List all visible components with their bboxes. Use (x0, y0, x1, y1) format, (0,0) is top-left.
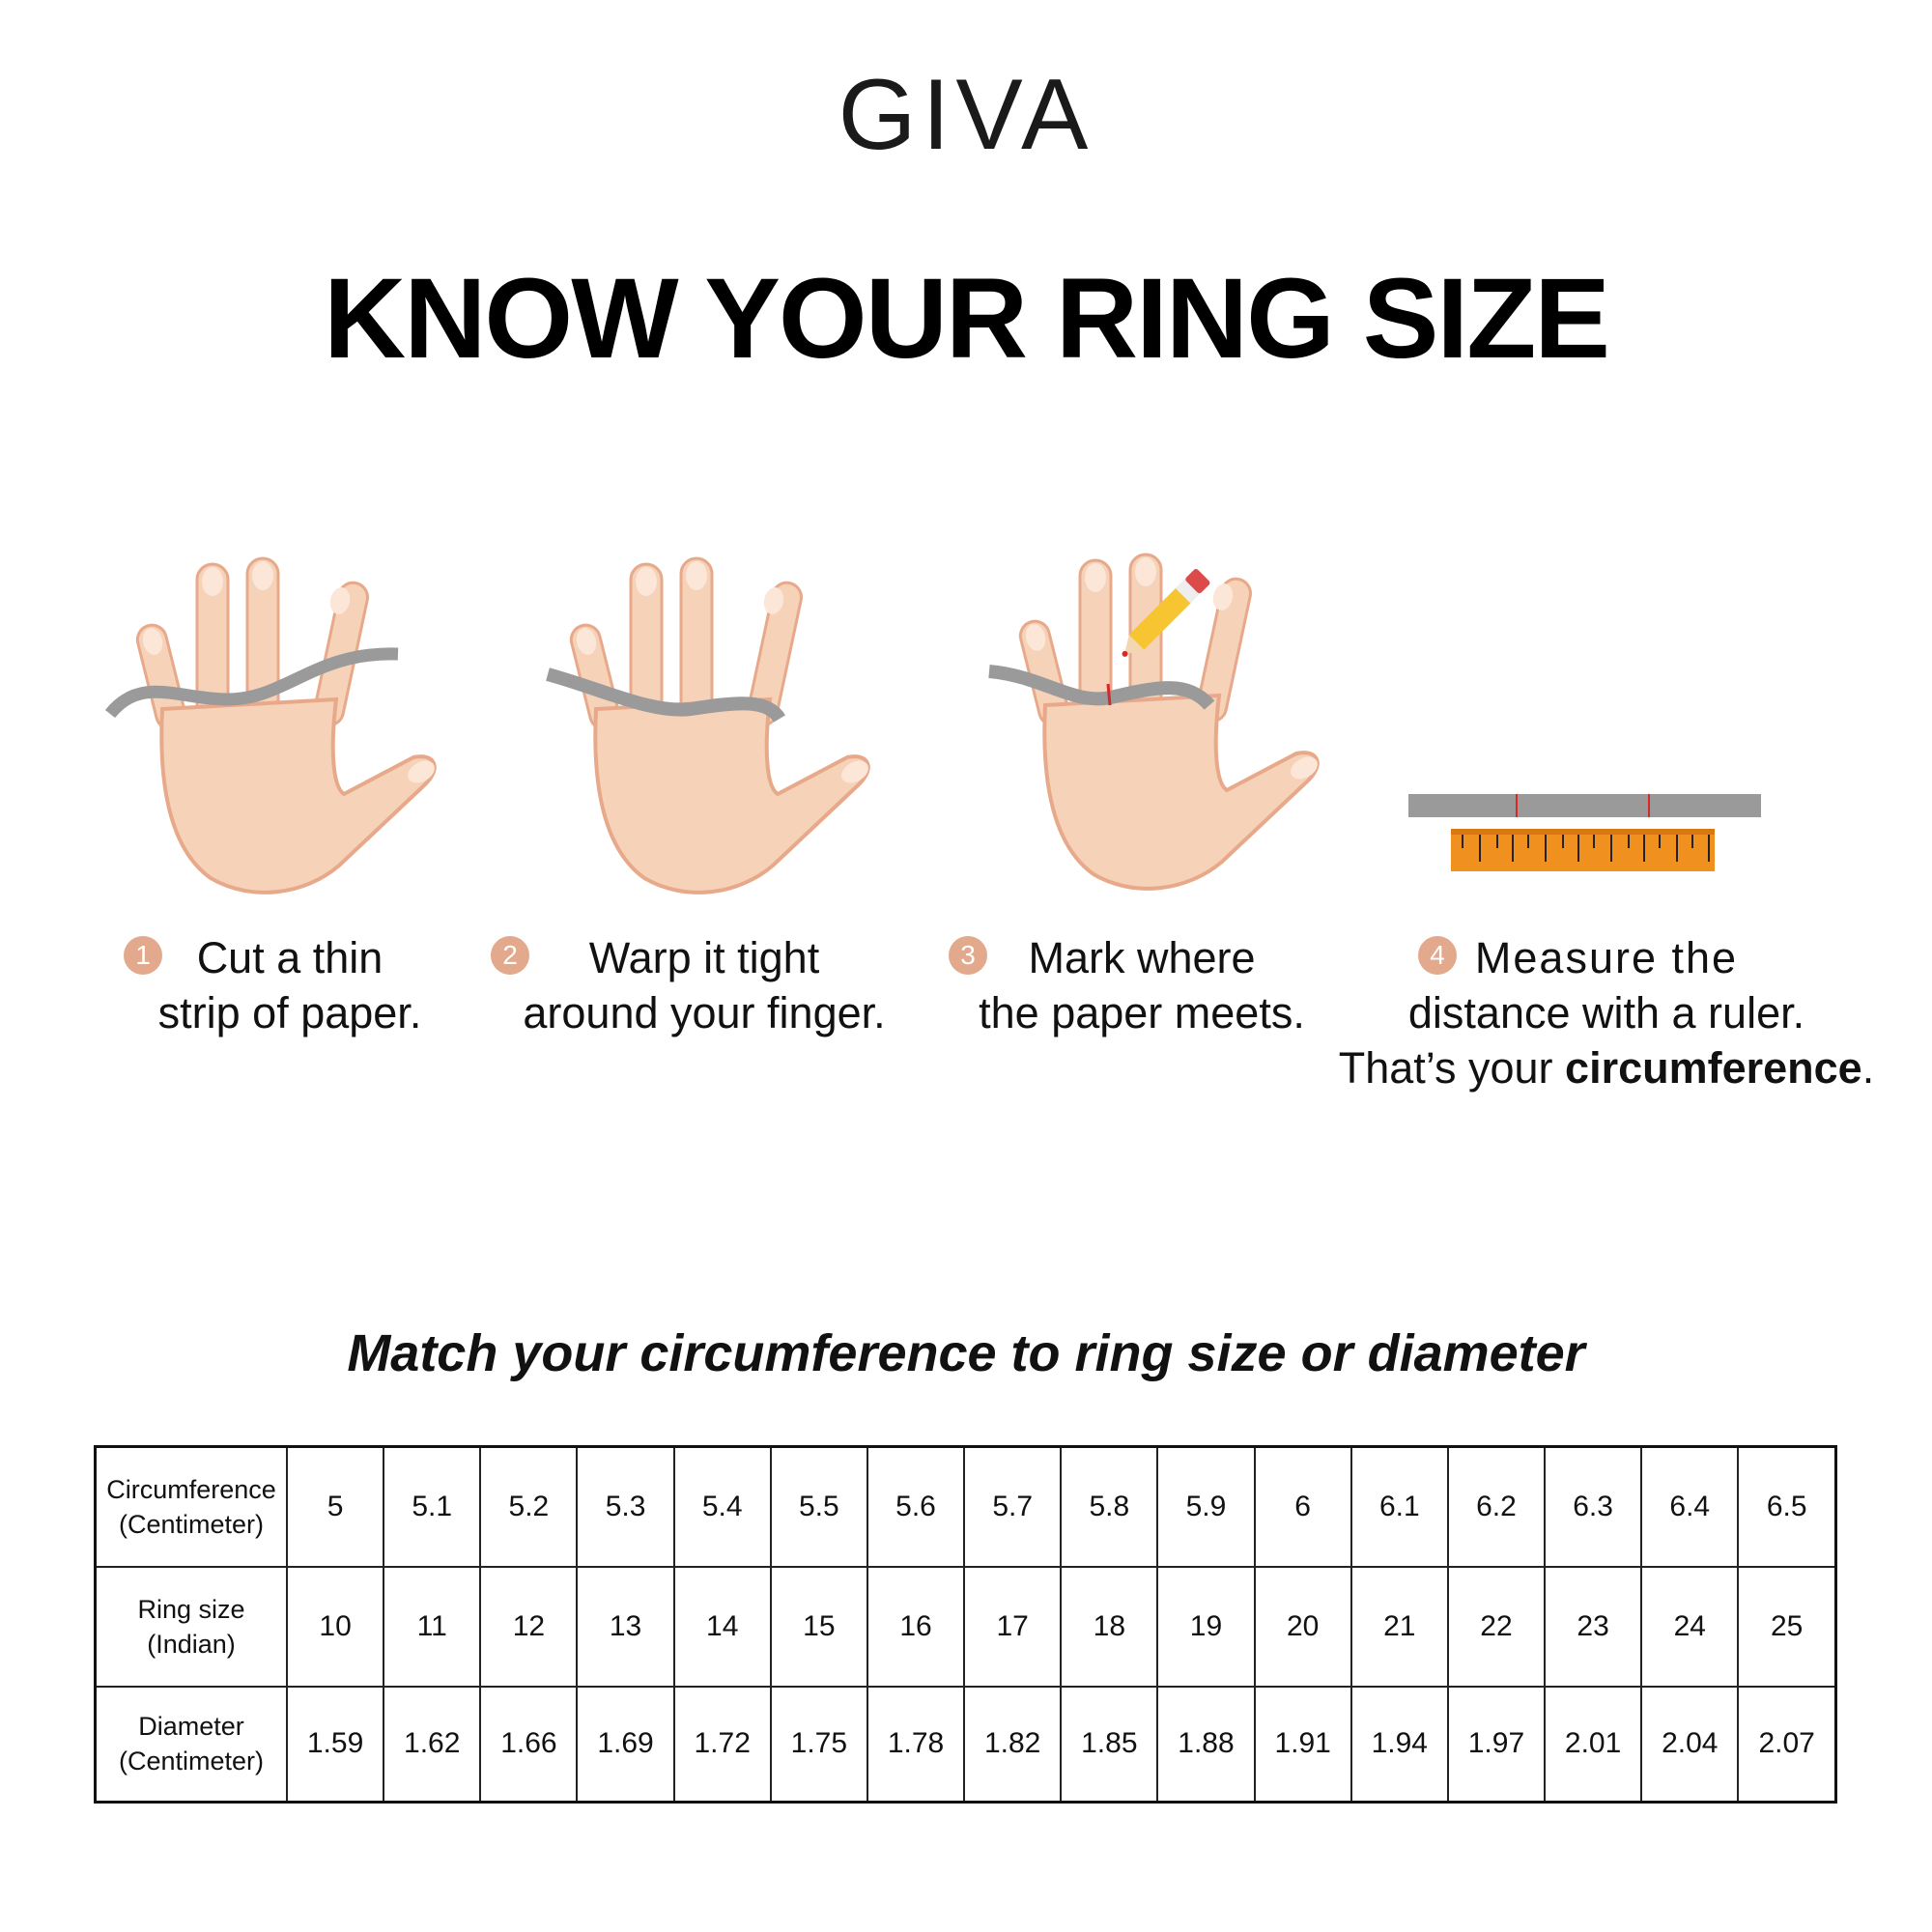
step-2-line-2: around your finger. (523, 988, 886, 1037)
table-cell: 25 (1737, 1565, 1837, 1688)
step-4-badge: 4 (1418, 936, 1457, 975)
table-row: Ring size (Indian) 10 11 12 13 14 15 16 17 18 19 20 2… (94, 1565, 1837, 1688)
table-cell: 6.1 (1350, 1445, 1449, 1568)
hand-illustration-wrap (546, 554, 894, 912)
paper-strip-icon (546, 668, 785, 724)
step-4-line-3-prefix: That’s your (1338, 1043, 1566, 1093)
pencil-icon (1122, 569, 1210, 657)
ruler-icon (1451, 829, 1715, 871)
table-cell: 17 (963, 1565, 1063, 1688)
table-cell: 5.4 (672, 1445, 772, 1568)
hand-illustration-strip (104, 554, 460, 912)
table-cell: 20 (1253, 1565, 1352, 1688)
row-header: Ring size (Indian) (94, 1565, 288, 1688)
table-row: Diameter (Centimeter) 1.59 1.62 1.66 1.69 1.72… (94, 1685, 1837, 1804)
row-header-line: Circumference (106, 1474, 276, 1504)
table-cell: 18 (1060, 1565, 1159, 1688)
row-header-line: (Centimeter) (118, 1509, 265, 1539)
hand-illustration-mark (988, 551, 1343, 908)
table-cell: 5.6 (866, 1445, 966, 1568)
paper-strip-icon (104, 647, 399, 719)
table-cell: 1.66 (479, 1685, 579, 1804)
table-cell: 2.07 (1737, 1685, 1837, 1804)
table-heading: Match your circumference to ring size or… (347, 1324, 1585, 1382)
step-1-line-1: Cut a thin (196, 933, 384, 982)
row-header-line: (Centimeter) (118, 1747, 265, 1776)
table-cell: 19 (1156, 1565, 1256, 1688)
row-header-line: (Indian) (147, 1629, 236, 1659)
table-cell: 5 (285, 1445, 385, 1568)
step-1-line-2: strip of paper. (157, 988, 422, 1037)
table-cell: 1.97 (1446, 1685, 1547, 1804)
row-header: Circumference (Centimeter) (94, 1445, 288, 1568)
table-cell: 16 (866, 1565, 966, 1688)
table-cell: 2.01 (1544, 1685, 1643, 1804)
step-3-badge: 3 (949, 936, 987, 975)
table-cell: 14 (672, 1565, 772, 1688)
row-header-line: Diameter (138, 1712, 244, 1742)
step-2-caption: Warp it tight around your finger. (511, 930, 897, 1040)
ring-size-table: Circumference (Centimeter) 5 5.1 5.2 5.3 5.4 5.… (94, 1445, 1837, 1804)
step-4-line-1: Measure the (1474, 933, 1739, 982)
table-cell: 1.78 (866, 1685, 966, 1804)
table-cell: 5.9 (1156, 1445, 1256, 1568)
table-cell: 12 (479, 1565, 579, 1688)
step-4-caption: Measure the distance with a ruler. That’… (1336, 930, 1877, 1095)
table-cell: 1.82 (963, 1685, 1063, 1804)
table-cell: 5.7 (963, 1445, 1063, 1568)
step-1-caption: Cut a thin strip of paper. (145, 930, 435, 1040)
table-cell: 1.69 (576, 1685, 675, 1804)
circumference-emphasis: circumference (1565, 1043, 1862, 1093)
table-cell: 5.3 (576, 1445, 675, 1568)
table-cell: 10 (285, 1565, 385, 1688)
table-cell: 1.59 (285, 1685, 385, 1804)
table-cell: 6.3 (1544, 1445, 1643, 1568)
row-header-line: Ring size (137, 1594, 245, 1624)
paper-strip (1408, 794, 1761, 817)
step-3-line-1: Mark where (1028, 933, 1256, 982)
table-cell: 1.75 (769, 1685, 868, 1804)
table-cell: 6.5 (1737, 1445, 1837, 1568)
table-cell: 21 (1350, 1565, 1449, 1688)
step-2-line-1: Warp it tight (588, 933, 820, 982)
table-cell: 24 (1640, 1565, 1740, 1688)
page-title: KNOW YOUR RING SIZE (323, 255, 1610, 383)
table-cell: 5.1 (383, 1445, 482, 1568)
table-cell: 5.5 (769, 1445, 868, 1568)
table-cell: 15 (769, 1565, 868, 1688)
table-cell: 1.94 (1350, 1685, 1449, 1804)
table-cell: 5.2 (479, 1445, 579, 1568)
step-4-line-3: That’s your circumference. (1336, 1040, 1877, 1095)
step-1-badge: 1 (124, 936, 162, 975)
table-cell: 1.62 (383, 1685, 482, 1804)
giva-logo: GIVA (838, 59, 1094, 171)
table-cell: 6 (1253, 1445, 1352, 1568)
step-2-badge: 2 (491, 936, 529, 975)
table-cell: 2.04 (1640, 1685, 1740, 1804)
table-cell: 1.91 (1253, 1685, 1352, 1804)
table-cell: 22 (1446, 1565, 1547, 1688)
table-cell: 5.8 (1060, 1445, 1159, 1568)
table-cell: 1.72 (672, 1685, 772, 1804)
table-row: Circumference (Centimeter) 5 5.1 5.2 5.3 5.4 5.… (94, 1445, 1837, 1568)
table-cell: 11 (383, 1565, 482, 1688)
table-cell: 13 (576, 1565, 675, 1688)
mark-line (1106, 683, 1112, 706)
table-cell: 6.2 (1446, 1445, 1547, 1568)
table-cell: 23 (1544, 1565, 1643, 1688)
table-cell: 1.88 (1156, 1685, 1256, 1804)
table-cell: 1.85 (1060, 1685, 1159, 1804)
step-3-line-2: the paper meets. (979, 988, 1305, 1037)
step-3-caption: Mark where the paper meets. (978, 930, 1306, 1040)
paper-strip-icon (988, 665, 1215, 710)
row-header: Diameter (Centimeter) (94, 1685, 288, 1804)
step-4-line-2: distance with a ruler. (1407, 988, 1805, 1037)
table-cell: 6.4 (1640, 1445, 1740, 1568)
step-4-line-3-suffix: . (1861, 1043, 1875, 1093)
